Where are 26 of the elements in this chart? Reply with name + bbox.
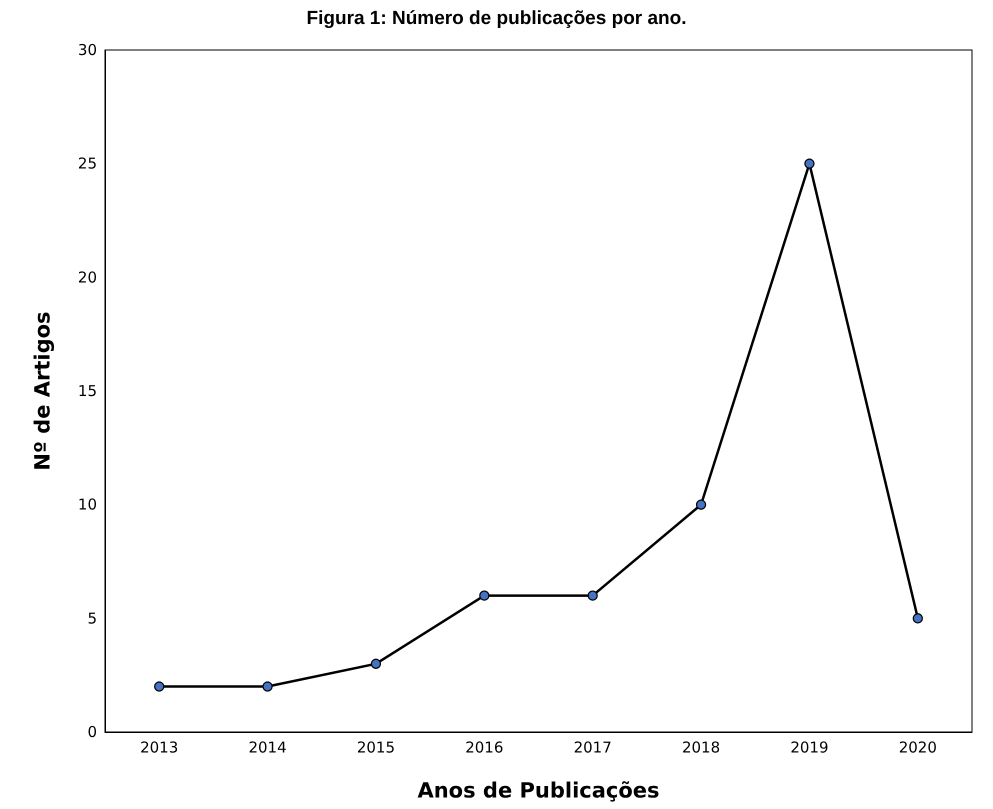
y-tick-label: 25 bbox=[78, 154, 97, 173]
y-tick-label: 20 bbox=[78, 268, 97, 286]
y-tick-label: 10 bbox=[78, 496, 97, 514]
y-tick-label: 0 bbox=[87, 723, 97, 741]
point bbox=[804, 158, 815, 169]
chart-title: Figura 1: Número de publicações por ano. bbox=[306, 8, 687, 29]
x-tick-label: 2014 bbox=[248, 738, 287, 756]
x-tick-label: 2018 bbox=[682, 738, 720, 756]
x-tick-label: 2020 bbox=[898, 738, 937, 756]
point bbox=[154, 681, 164, 692]
y-tick-label: 15 bbox=[78, 382, 97, 400]
point bbox=[912, 613, 923, 624]
x-axis-title: Anos de Publicações bbox=[417, 778, 660, 802]
point bbox=[262, 681, 273, 692]
x-tick-label: 2016 bbox=[465, 738, 504, 756]
x-tick-label: 2017 bbox=[574, 738, 612, 756]
x-tick-label: 2015 bbox=[356, 738, 396, 756]
y-tick-label: 5 bbox=[87, 609, 97, 628]
point bbox=[588, 590, 598, 601]
x-tick-label: 2019 bbox=[790, 738, 829, 756]
y-axis-title: Nº de Artigos bbox=[30, 311, 54, 471]
x-tick-label: 2013 bbox=[140, 738, 178, 756]
y-tick-label: 30 bbox=[78, 41, 97, 59]
point bbox=[696, 500, 706, 510]
point bbox=[479, 590, 490, 601]
point bbox=[370, 658, 382, 669]
